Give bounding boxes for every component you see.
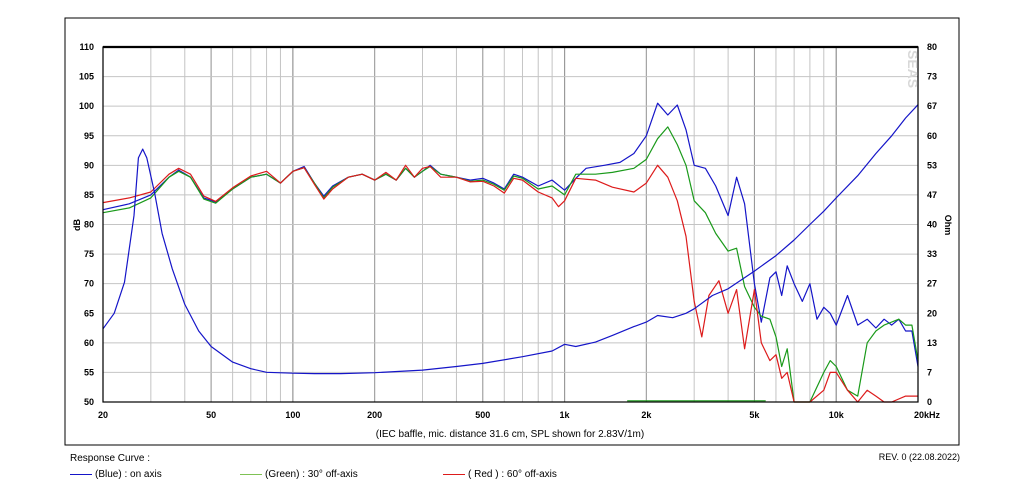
x-tick-label: 100: [285, 410, 300, 420]
y-tick-label-left: 50: [84, 397, 94, 407]
x-tick-label: 500: [475, 410, 490, 420]
y-tick-label-right: 27: [927, 279, 937, 289]
legend-label-green: (Green) : 30° off-axis: [265, 469, 358, 480]
y-tick-label-left: 105: [79, 72, 94, 82]
y-tick-label-left: 90: [84, 160, 94, 170]
y-tick-label-right: 33: [927, 249, 937, 259]
y-tick-label-right: 0: [927, 397, 932, 407]
y-tick-label-left: 110: [79, 42, 94, 52]
x-tick-label: 20kHz: [914, 410, 941, 420]
x-tick-label: 1k: [560, 410, 571, 420]
y-axis-left-label: dB: [72, 219, 82, 231]
x-tick-label: 20: [98, 410, 108, 420]
watermark: SEAS: [905, 50, 921, 88]
x-tick-label: 5k: [749, 410, 760, 420]
y-tick-label-left: 80: [84, 220, 94, 230]
series-line-3: [102, 104, 919, 375]
y-tick-label-left: 85: [84, 190, 94, 200]
legend-heading: Response Curve :: [70, 453, 151, 464]
y-tick-label-right: 20: [927, 308, 937, 318]
revision-label: REV. 0 (22.08.2022): [878, 452, 960, 462]
y-tick-label-left: 70: [84, 279, 94, 289]
legend-item-green: (Green) : 30° off-axis: [240, 469, 358, 480]
y-tick-label-left: 75: [84, 249, 94, 259]
x-tick-label: 10k: [829, 410, 845, 420]
y-tick-label-right: 7: [927, 367, 932, 377]
grid-layer: [102, 46, 919, 403]
y-tick-label-left: 60: [84, 338, 94, 348]
y-tick-label-right: 40: [927, 220, 937, 230]
y-tick-label-right: 53: [927, 160, 937, 170]
x-tick-label: 50: [206, 410, 216, 420]
tick-layer: 50 55 60 65 70 75 80 85 90 95 100 105 110 0 7 13 20 27 33 4…: [79, 42, 941, 420]
y-tick-label-right: 67: [927, 101, 937, 111]
y-tick-label-left: 55: [84, 367, 94, 377]
y-tick-label-right: 47: [927, 190, 937, 200]
legend-item-blue: (Blue) : on axis: [70, 469, 162, 480]
chart-caption: (IEC baffle, mic. distance 31.6 cm, SPL …: [376, 429, 644, 440]
chart-frame: [64, 17, 960, 446]
y-axis-right-label: Ohm: [943, 215, 953, 236]
legend-label-blue: (Blue) : on axis: [95, 469, 162, 480]
y-tick-label-left: 95: [84, 131, 94, 141]
y-tick-label-right: 60: [927, 131, 937, 141]
legend-swatch-blue: [70, 473, 92, 475]
x-tick-label: 2k: [641, 410, 652, 420]
y-tick-label-right: 80: [927, 42, 937, 52]
legend-swatch-green: [240, 473, 262, 475]
y-tick-label-left: 100: [79, 101, 94, 111]
legend-label-red: ( Red ) : 60° off-axis: [468, 469, 557, 480]
y-tick-label-left: 65: [84, 308, 94, 318]
legend-item-red: ( Red ) : 60° off-axis: [443, 469, 557, 480]
y-tick-label-right: 73: [927, 72, 937, 82]
y-tick-label-right: 13: [927, 338, 937, 348]
x-tick-label: 200: [367, 410, 382, 420]
legend-swatch-red: [443, 473, 465, 475]
